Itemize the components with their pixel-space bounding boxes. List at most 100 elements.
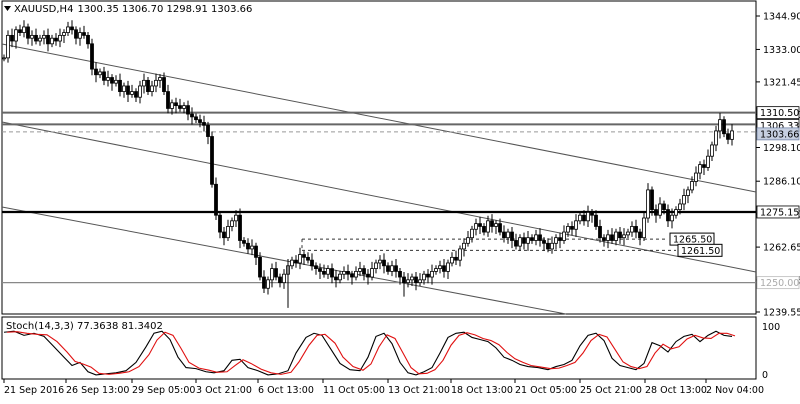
time-tick-label: 11 Oct 05:00 xyxy=(323,385,385,396)
candle-bear xyxy=(218,214,222,233)
candle-bull xyxy=(614,231,618,241)
candle-bear xyxy=(478,223,482,227)
candle-bear xyxy=(310,259,314,267)
candle-bull xyxy=(142,79,146,87)
time-tick-label: 28 Oct 13:00 xyxy=(645,385,707,396)
candle-bear xyxy=(246,242,250,250)
candle-bull xyxy=(678,203,682,210)
candle-bear xyxy=(650,189,654,210)
candle-bull xyxy=(14,29,18,42)
candle-bear xyxy=(86,34,90,45)
time-tick-label: 26 Sep 13:00 xyxy=(66,385,129,396)
candle-bull xyxy=(730,130,734,140)
candle-bear xyxy=(242,240,246,244)
candle-bull xyxy=(534,234,538,241)
candle-bear xyxy=(346,271,350,275)
time-tick-label: 21 Sep 2016 xyxy=(4,385,64,396)
candle-bear xyxy=(162,77,166,92)
price-tag-resistance-1310: 1310.50 xyxy=(760,108,799,119)
candle-bear xyxy=(590,211,594,216)
candle-bull xyxy=(486,220,490,233)
candle-bear xyxy=(34,34,38,42)
candle-bear xyxy=(302,254,306,258)
price-axis: 1344.901333.001321.451309.801298.101286.… xyxy=(756,12,800,319)
candle-bear xyxy=(194,116,198,121)
candle-bear xyxy=(198,119,202,123)
candle-bear xyxy=(726,133,730,140)
candle-bear xyxy=(330,268,334,278)
candle-bear xyxy=(442,265,446,272)
candle-bull xyxy=(6,34,10,59)
candle-bear xyxy=(146,79,150,92)
candle-bear xyxy=(126,85,130,95)
candle-bear xyxy=(546,242,550,250)
candle-bull xyxy=(506,231,510,239)
candle-bear xyxy=(54,37,58,42)
candle-bull xyxy=(106,77,110,81)
candle-bull xyxy=(470,228,474,239)
candle-bear xyxy=(382,259,386,267)
candle-bear xyxy=(366,273,370,278)
trend-channel-lines[interactable] xyxy=(1,43,757,315)
price-tick-label: 1262.65 xyxy=(763,243,800,254)
candle-bull xyxy=(554,237,558,244)
candle-bear xyxy=(454,256,458,261)
candle-bull xyxy=(298,254,302,264)
candle-bull xyxy=(518,237,522,247)
candle-bull xyxy=(438,265,442,269)
candle-bear xyxy=(334,276,338,281)
candle-bull xyxy=(642,217,646,239)
candle-bear xyxy=(238,214,242,241)
candle-bear xyxy=(514,240,518,247)
candle-bull xyxy=(38,37,42,42)
channel-upper-line xyxy=(1,43,757,193)
candle-bull xyxy=(338,273,342,281)
candle-bull xyxy=(378,259,382,264)
candle-bear xyxy=(274,268,278,278)
candle-bear xyxy=(522,237,526,244)
main-chart-panel[interactable] xyxy=(1,0,757,315)
candle-bear xyxy=(210,136,214,185)
candle-bull xyxy=(114,79,118,84)
candle-bear xyxy=(26,26,30,39)
candle-bear xyxy=(262,276,266,289)
candle-bear xyxy=(322,271,326,275)
candle-bear xyxy=(618,231,622,239)
candle-bear xyxy=(306,256,310,261)
candle-bear xyxy=(294,259,298,264)
candle-bull xyxy=(422,273,426,281)
candle-bear xyxy=(134,91,138,98)
price-tick-label: 1286.10 xyxy=(763,177,800,188)
candle-bear xyxy=(90,43,94,70)
candle-bear xyxy=(654,209,658,216)
stochastic-lines xyxy=(3,330,736,376)
candle-bull xyxy=(462,242,466,250)
candle-bull xyxy=(374,262,378,269)
candle-bull xyxy=(410,276,414,281)
candle-bull xyxy=(690,181,694,191)
candle-bear xyxy=(254,245,258,258)
candle-bull xyxy=(182,105,186,109)
horizontal-levels[interactable] xyxy=(2,111,756,284)
candle-bear xyxy=(314,265,318,269)
time-tick-label: 2 Nov 04:00 xyxy=(706,385,764,396)
price-tag-support-1275: 1275.15 xyxy=(760,207,799,218)
candle-bear xyxy=(102,71,106,81)
candle-bull xyxy=(270,268,274,281)
candle-bull xyxy=(50,37,54,45)
candle-bull xyxy=(446,262,450,272)
candle-bear xyxy=(214,183,218,216)
candle-bull xyxy=(250,245,254,250)
price-tag-bg-current-price xyxy=(756,127,800,141)
price-tick-label: 1333.00 xyxy=(763,45,800,56)
label-1261: 1261.50 xyxy=(681,246,720,257)
candle-bull xyxy=(138,85,142,98)
candle-bear xyxy=(10,34,14,42)
triangle-down-icon[interactable] xyxy=(4,6,11,11)
candle-bull xyxy=(658,203,662,216)
candle-bull xyxy=(130,91,134,95)
candle-bull xyxy=(282,273,286,284)
